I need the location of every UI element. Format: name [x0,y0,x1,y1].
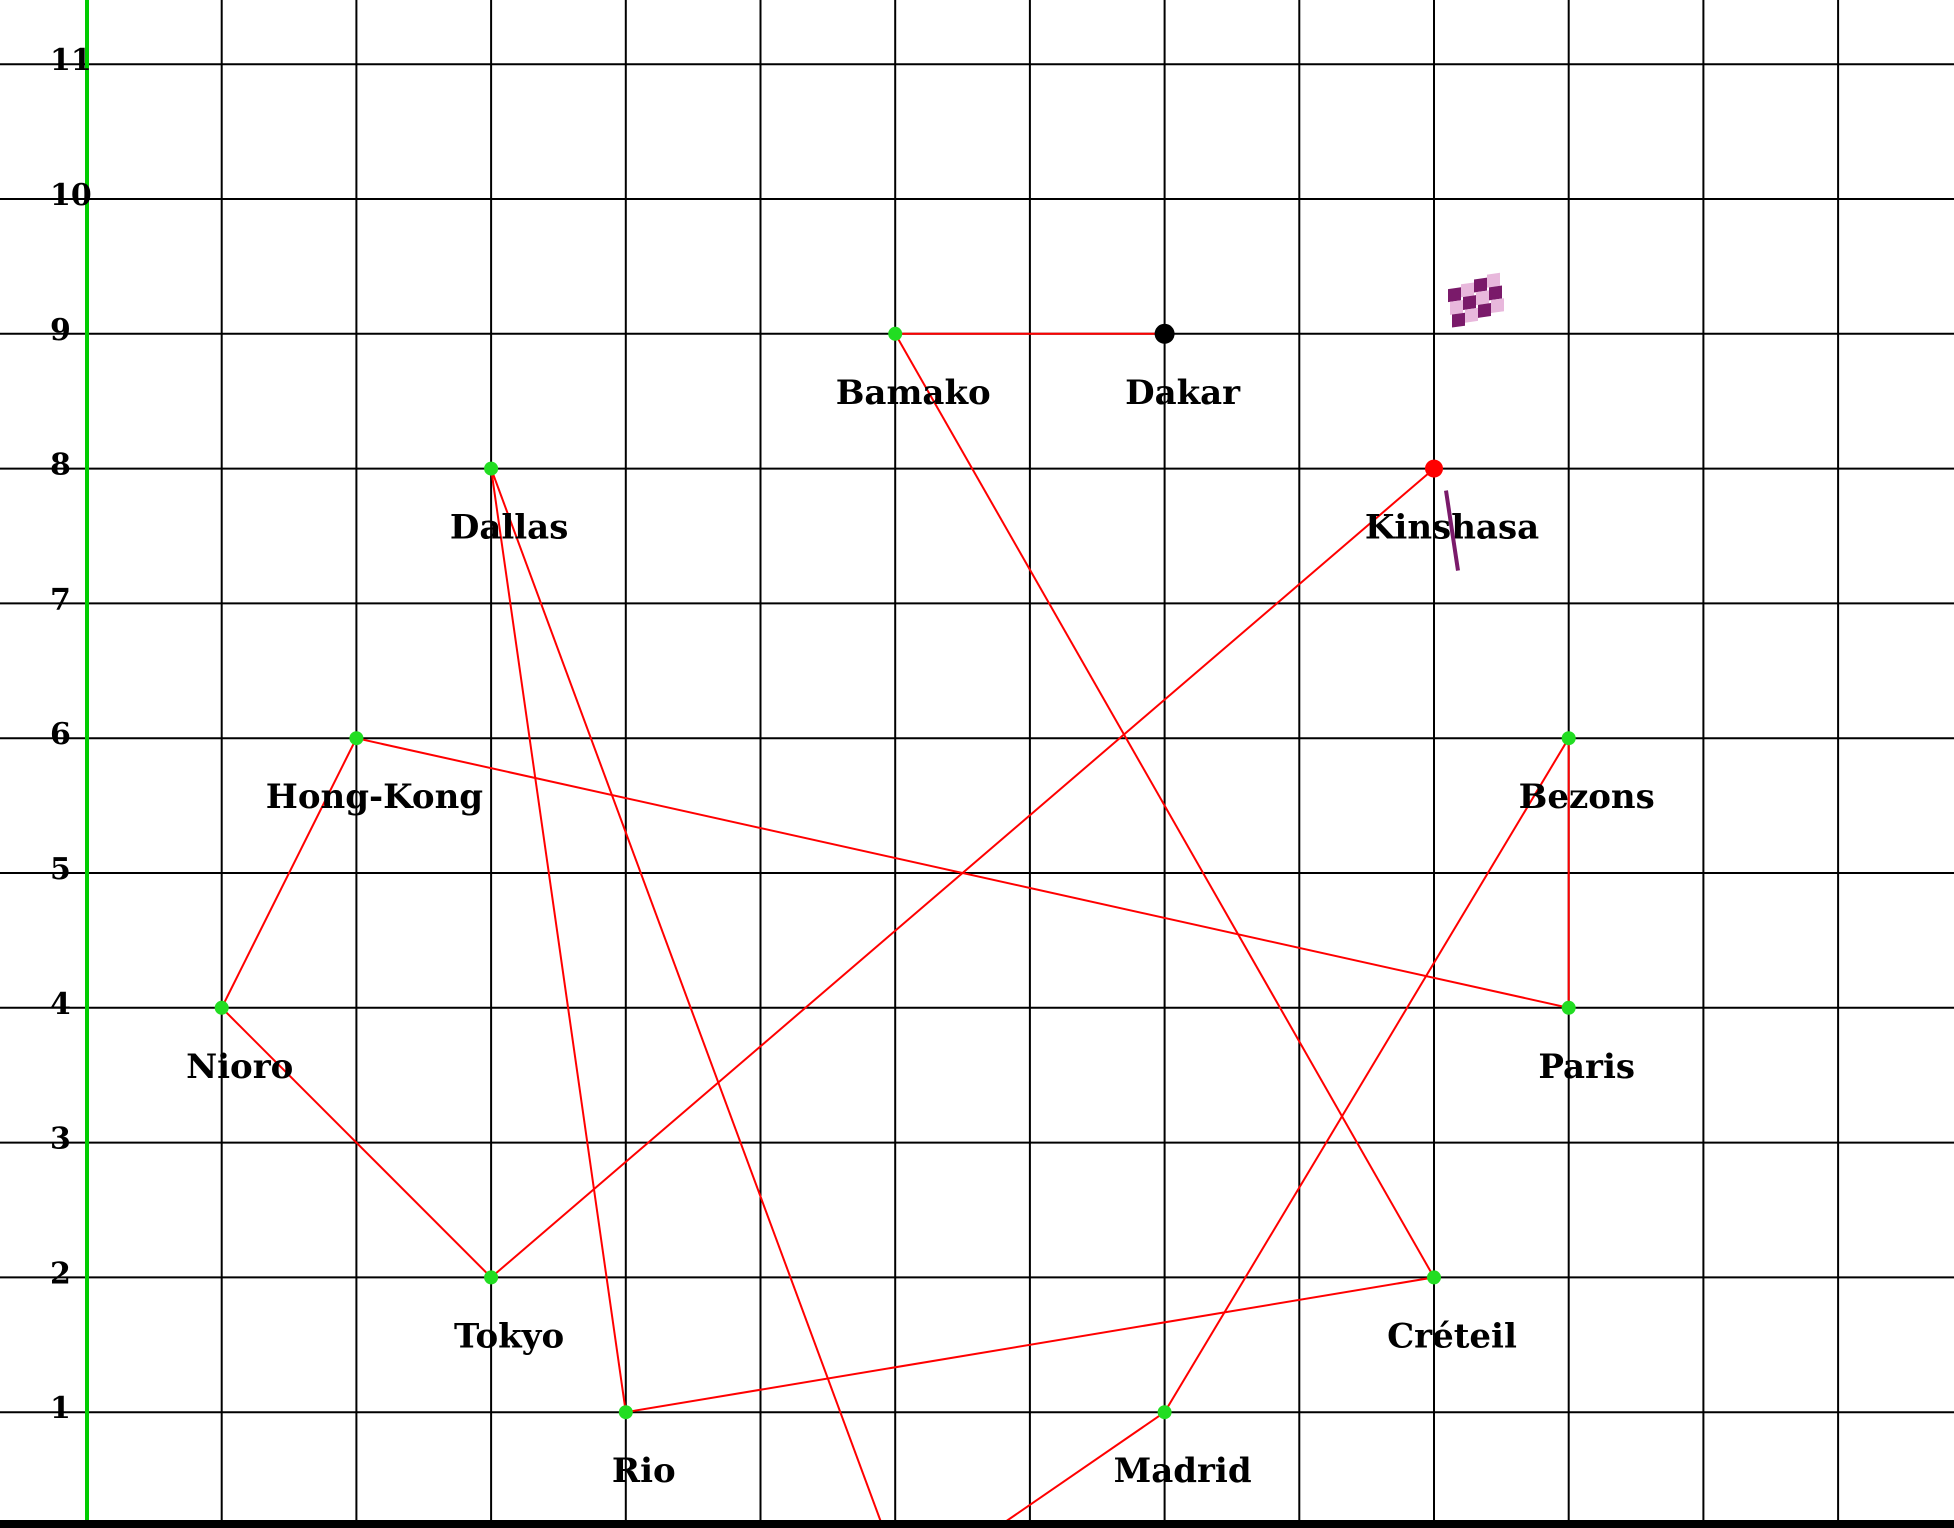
city-marker-dakar [1154,323,1175,344]
route-segment [490,468,885,1528]
route-segment [625,1276,1435,1414]
flag-square [1450,299,1463,315]
flag-square [1448,287,1461,303]
flag-square [1465,307,1478,323]
city-label-bezons: Bezons [1519,777,1655,817]
city-marker-madrid [1157,1405,1172,1420]
city-label-dallas: Dallas [450,508,569,548]
city-label-nioro: Nioro [186,1047,293,1087]
route-path [220,332,1570,1528]
y-tick-label: 11 [50,43,92,78]
city-marker-kinshasa [1425,459,1443,478]
checkered-flag-icon [1444,272,1504,571]
route-segment [994,1411,1166,1528]
y-tick-label: 6 [50,717,71,752]
city-marker-paris [1561,1000,1576,1015]
y-tick-label: 2 [50,1256,71,1291]
city-label-dakar: Dakar [1125,373,1241,413]
city-label-bamako: Bamako [836,373,991,413]
city-marker-nioro [214,1000,229,1015]
y-tick-label: 1 [50,1391,71,1426]
flag-square [1474,277,1487,293]
y-tick-label: 8 [50,448,71,483]
y-tick-label: 4 [50,987,71,1022]
flag-square [1452,312,1465,328]
flag-pole [1444,490,1460,571]
city-markers [214,323,1576,1420]
y-tick-labels: 1 2 3 4 5 6 7 8 9 10 11 [50,43,92,1426]
city-marker-tokyo [484,1270,499,1285]
flag-square [1489,285,1502,301]
city-label-rio: Rio [612,1451,676,1491]
city-marker-rio [618,1405,633,1420]
y-tick-label: 9 [50,313,71,348]
city-marker-hong-kong [349,731,364,746]
city-marker-dallas [484,461,499,476]
y-tick-label: 3 [50,1122,71,1157]
route-segment [220,737,358,1009]
city-label-créteil: Créteil [1387,1316,1517,1356]
route-segment [220,1007,492,1279]
city-marker-bamako [888,326,903,341]
route-segment [894,333,1435,1278]
flag-square [1491,298,1504,314]
route-segment [1163,737,1570,1413]
y-tick-label: 5 [50,852,71,887]
city-labels: DakarBamakoDallasKinshasaHong-KongBezons… [186,373,1655,1491]
y-tick-label: 7 [50,582,71,617]
route-segment [490,468,627,1413]
city-label-madrid: Madrid [1114,1451,1252,1491]
flag-square [1463,295,1476,310]
flag-square [1478,303,1491,318]
y-tick-label: 10 [50,178,92,213]
route-segment [490,467,1435,1279]
city-label-tokyo: Tokyo [454,1316,564,1356]
city-marker-bezons [1561,731,1576,746]
flag-square [1487,272,1500,288]
flag-square [1461,282,1474,298]
city-label-paris: Paris [1538,1047,1635,1087]
flag-square [1476,290,1489,306]
city-marker-créteil [1427,1270,1441,1285]
city-label-hong-kong: Hong-Kong [266,777,483,817]
